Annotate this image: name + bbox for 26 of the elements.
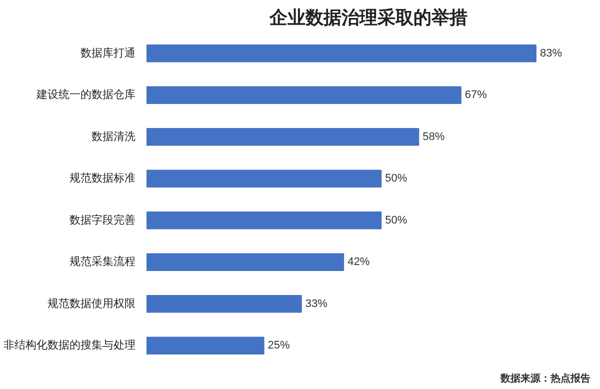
chart-title: 企业数据治理采取的举措 (268, 8, 468, 28)
source-note: 数据来源：热点报告 (500, 372, 590, 384)
y-tick-label: 非结构化数据的搜集与处理 (4, 338, 136, 352)
y-tick-label: 数据清洗 (92, 130, 136, 143)
bar (146, 295, 302, 313)
bar (146, 336, 264, 354)
bar (146, 212, 382, 230)
bar (146, 170, 382, 188)
data-label: 25% (268, 340, 290, 352)
bar (146, 86, 462, 104)
bar (146, 44, 536, 62)
data-label: 33% (305, 298, 328, 310)
y-tick-label: 数据库打通 (80, 46, 136, 60)
data-label: 58% (422, 130, 445, 143)
data-label: 42% (348, 256, 370, 268)
y-tick-label: 规范采集流程 (70, 255, 136, 268)
y-tick-label: 规范数据使用权限 (48, 296, 136, 310)
y-tick-label: 建设统一的数据仓库 (36, 88, 136, 102)
data-label: 50% (385, 214, 408, 226)
y-tick-label: 数据字段完善 (70, 213, 136, 226)
y-tick-label: 规范数据标准 (70, 172, 136, 185)
bar (146, 253, 344, 271)
data-label: 83% (540, 47, 562, 60)
data-label: 50% (385, 172, 408, 185)
data-label: 67% (464, 89, 488, 102)
bar (146, 128, 420, 146)
